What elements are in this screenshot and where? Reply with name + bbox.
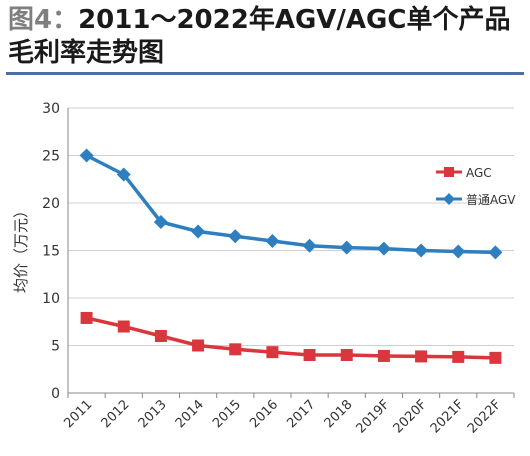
y-tick-label: 10: [42, 291, 60, 307]
legend-label: 普通AGV: [466, 193, 516, 207]
y-tick-label: 0: [51, 386, 60, 402]
y-axis-label: 均价（万元）: [12, 203, 30, 293]
y-tick-label: 30: [42, 101, 60, 117]
series-layer: [79, 148, 503, 364]
axis-layer: 0 5 10 15 20 25 30 2011 2012 2013 2014 2015 2016 2017…: [42, 101, 515, 437]
grid-layer: [68, 107, 514, 346]
data-point: [339, 240, 354, 255]
x-tick-label: 2014: [173, 397, 207, 431]
data-point: [117, 320, 130, 333]
data-point: [377, 349, 390, 362]
legend-marker: [443, 193, 455, 205]
data-point: [452, 350, 465, 363]
x-tick-label: 2016: [247, 397, 281, 431]
x-tick-label: 2020F: [391, 397, 430, 436]
series-line: [86, 316, 496, 360]
x-tick-label: 2015: [210, 397, 244, 431]
data-point: [191, 224, 206, 239]
data-point: [488, 245, 503, 260]
data-point: [153, 215, 168, 229]
x-tick-label: 2022F: [465, 397, 504, 436]
data-point: [228, 229, 243, 244]
chart-title-line-2: 毛利率走势图: [8, 38, 165, 68]
chart-header: 图4：2011～2022年AGV/AGC单个产品 毛利率走势图: [8, 4, 522, 70]
data-point: [265, 234, 280, 248]
x-tick-label: 2011: [61, 397, 95, 431]
data-point: [414, 243, 429, 258]
x-tick-label: 2021F: [428, 397, 467, 436]
y-tick-label: 5: [51, 339, 60, 355]
x-tick-label: 2017: [284, 397, 318, 431]
data-point: [229, 343, 242, 356]
chart-title-line-1: 图4：2011～2022年AGV/AGC单个产品: [8, 4, 522, 37]
legend-marker: [444, 167, 454, 177]
y-tick-label: 15: [42, 244, 60, 260]
data-point: [154, 330, 167, 342]
data-point: [79, 148, 94, 163]
data-point: [302, 238, 317, 253]
data-point: [415, 350, 428, 363]
data-point: [303, 349, 316, 361]
x-tick-label: 2012: [99, 397, 133, 431]
y-tick-label: 25: [42, 149, 60, 165]
data-point: [451, 244, 466, 259]
x-tick-label: 2019F: [353, 397, 392, 436]
data-point: [340, 349, 353, 361]
data-point: [192, 339, 205, 352]
data-point: [80, 311, 93, 324]
data-point: [116, 167, 131, 182]
series-line: [85, 153, 496, 255]
data-point: [489, 351, 502, 364]
header-divider: [6, 72, 524, 75]
x-tick-label: 2013: [136, 397, 170, 431]
figure-label: 图4：: [8, 5, 79, 35]
data-point: [266, 346, 279, 359]
legend-label: AGC: [466, 166, 492, 180]
legend: AGC 普通AGV: [436, 166, 516, 207]
data-point: [376, 241, 391, 256]
x-tick-label: 2018: [322, 397, 356, 431]
chart-title: 2011～2022年AGV/AGC单个产品: [78, 5, 511, 35]
y-tick-label: 20: [42, 196, 60, 212]
